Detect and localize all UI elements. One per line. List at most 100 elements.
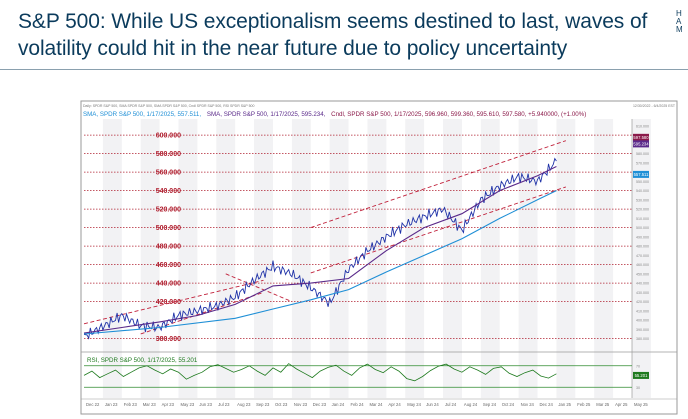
rsi-legend: RSI, SPDR S&P 500, 1/17/2025, 55.201 [87,357,198,364]
rsi-tag [633,371,649,379]
x-tick-label: Jul 24 [445,402,457,407]
month-band [480,119,500,398]
series-line-2 [83,190,557,335]
right-axis-tick: 420.000 [636,300,649,304]
right-axis-tick: 480.000 [636,245,649,249]
trend-channel-line [310,186,567,274]
right-axis-tick: 530.000 [636,198,649,202]
price-tag-label: 595.234 [633,141,649,146]
right-axis-tick: 500.000 [636,226,649,230]
right-axis-tick: 400.000 [636,319,649,323]
x-tick-label: Jun 23 [199,402,212,407]
price-tag-label: 597.580 [633,135,649,140]
brand-logo-fragment: H A M [676,9,683,34]
header-date: 12/30/2022 - 6/4/2025 EST [633,104,676,108]
y-tick-label: 540.000 [156,188,181,195]
month-band [632,119,651,398]
header-source: Daily: SPDR S&P 500, SMA SPDR S&P 500, S… [83,104,255,108]
x-tick-label: Aug 24 [464,402,478,407]
trend-channel-line [83,279,264,325]
x-axis-labels: Dec 22 Jan 23 Feb 23 Mar 23 Apr 23 May 23 Jun … [81,398,677,407]
x-tick-label: Sep 23 [256,402,270,407]
right-axis-tick: 470.000 [636,254,649,258]
month-band [556,119,576,398]
price-tag [633,170,649,178]
right-axis-tick: 430.000 [636,291,649,295]
right-axis-tick: 580.000 [636,152,649,156]
y-tick-label: 460.000 [156,262,181,269]
x-tick-label: May 23 [180,402,194,407]
x-tick-label: Jan 23 [105,402,118,407]
x-tick-label: Feb 25 [577,402,591,407]
x-tick-label: Nov 23 [294,402,308,407]
right-axis-tick: 390.000 [636,328,649,332]
x-tick-label: Feb 23 [124,402,138,407]
legend-sma-short: SMA, SPDR S&P 500, 1/17/2025, 595.234, [207,111,326,118]
x-tick-label: Apr 25 [615,402,628,407]
month-band [291,119,311,398]
x-tick-label: Feb 24 [351,402,365,407]
price-tag [633,140,649,148]
x-tick-label: Dec 22 [86,402,100,407]
month-band [254,119,273,398]
price-series [83,157,557,340]
y-tick-label: 440.000 [156,281,181,288]
chart-legend: SMA, SPDR S&P 500, 1/17/2025, 557.511, S… [83,111,586,118]
rsi-line [83,363,557,382]
x-tick-label: Mar 24 [369,402,383,407]
month-band [216,119,236,398]
right-axis-tick: 460.000 [636,263,649,267]
horizontal-levels [84,134,632,339]
right-axis-tick: 570.000 [636,161,649,165]
right-axis-tick: 550.000 [636,180,649,184]
x-tick-label: Jul 23 [218,402,230,407]
page-title: S&P 500: While US exceptionalism seems d… [18,10,648,60]
right-axis-tick: 610.000 [636,124,649,128]
x-tick-label: Jan 24 [332,402,345,407]
series-line-1 [83,166,557,334]
x-tick-label: Jun 24 [426,402,439,407]
trend-channel-line [225,273,293,303]
y-tick-label: 420.000 [156,299,181,306]
y-tick-label: 580.000 [156,151,181,158]
month-band [405,119,425,398]
right-axis-scale: 380.000 390.000 400.000 410.000 420.000 430.0… [631,119,649,398]
right-axis-tick: 490.000 [636,235,649,239]
right-axis-tick: 440.000 [636,282,649,286]
month-band [518,119,538,398]
x-tick-label: Oct 24 [502,402,515,407]
right-axis-tick: 450.000 [636,272,649,276]
y-tick-label: 560.000 [156,170,181,177]
y-tick-label: 480.000 [156,244,181,251]
right-axis-tick: 510.000 [636,217,649,221]
x-tick-label: Nov 24 [521,402,535,407]
rsi-tag-label: 55.201 [635,373,648,378]
price-tag-label: 557.511 [634,172,649,177]
month-band [367,119,387,398]
y-tick-label: 380.000 [156,336,181,343]
x-tick-label: Mar 25 [596,402,610,407]
right-axis-tick: 410.000 [636,309,649,313]
month-band [594,119,614,398]
month-band [178,119,198,398]
x-tick-label: Sep 24 [483,402,497,407]
legend-sma-long: SMA, SPDR S&P 500, 1/17/2025, 557.511, [83,111,201,118]
right-axis-tick: 520.000 [636,208,649,212]
rsi-panel: 55.201 70 30 [83,363,649,390]
x-tick-label: Jan 25 [558,402,571,407]
y-axis-labels: 380.000 420.000 440.000 460.000 480.000 500.0… [156,133,181,344]
title-divider [0,69,688,70]
x-tick-label: Apr 23 [162,402,175,407]
price-tag [633,133,649,141]
x-tick-label: Dec 24 [540,402,554,407]
y-tick-label: 520.000 [156,207,181,214]
x-tick-label: May 24 [407,402,421,407]
rsi-scale-tick: 30 [636,386,640,390]
time-grid-bands [102,119,651,398]
month-band [443,119,462,398]
x-tick-label: Oct 23 [275,402,288,407]
y-tick-label: 500.000 [156,225,181,232]
rsi-scale-tick: 70 [636,364,640,368]
